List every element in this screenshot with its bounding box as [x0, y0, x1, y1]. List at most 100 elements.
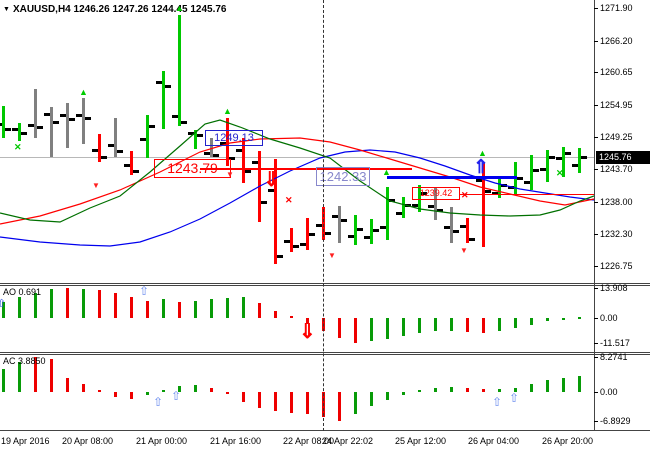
close-tick	[229, 157, 235, 160]
open-tick	[284, 240, 290, 243]
ohlc-bar	[98, 134, 101, 162]
oscillator-bar	[210, 299, 213, 318]
close-tick	[485, 190, 491, 193]
oscillator-bar	[242, 297, 245, 318]
ohlc-bar	[50, 107, 53, 157]
ohlc-bar	[34, 89, 37, 138]
main-price-panel[interactable]	[0, 0, 594, 283]
time-axis-label: 26 Apr 04:00	[468, 436, 520, 446]
ohlc-bar	[162, 71, 165, 129]
ohlc-bar	[418, 185, 421, 212]
open-tick	[428, 205, 434, 208]
close-tick	[5, 128, 11, 131]
close-tick	[293, 245, 299, 248]
time-axis-label: 26 Apr 20:00	[542, 436, 594, 446]
ohlc-bar	[274, 159, 277, 264]
close-tick	[421, 192, 427, 195]
oscillator-bar	[178, 302, 181, 318]
oscillator-bar	[322, 318, 325, 331]
symbol-period-label: XAUUSD,H4	[12, 4, 71, 15]
ohlc-bar	[66, 103, 69, 148]
panel-separator	[0, 285, 650, 286]
oscillator-bar	[194, 301, 197, 318]
ohlc-bar	[114, 118, 117, 157]
alligator-jaw-line	[0, 149, 594, 247]
ao-indicator-panel[interactable]	[0, 286, 594, 352]
level-line[interactable]	[200, 168, 412, 170]
oscillator-bar	[66, 288, 69, 318]
ohlc-high: 1247.26	[112, 4, 149, 15]
ohlc-open: 1246.26	[73, 4, 110, 15]
ohlc-bar	[386, 187, 389, 240]
oscillator-bar	[418, 390, 421, 392]
ohlc-bar	[226, 118, 229, 166]
time-axis-label: 20 Apr 08:00	[62, 436, 114, 446]
oscillator-bar	[306, 318, 309, 324]
oscillator-bar	[34, 357, 37, 392]
panel-separator[interactable]	[0, 352, 650, 353]
level-line[interactable]	[387, 176, 517, 179]
open-tick	[492, 192, 498, 195]
oscillator-bar	[450, 318, 453, 331]
oscillator-bar	[2, 369, 5, 392]
oscillator-bar	[402, 392, 405, 395]
ac-indicator-panel[interactable]	[0, 355, 594, 430]
oscillator-bar	[194, 385, 197, 392]
current-price-line	[0, 157, 594, 158]
oscillator-bar	[290, 392, 293, 413]
oscillator-bar	[114, 392, 117, 397]
axis-tick-label: 1249.25	[600, 132, 633, 142]
open-tick	[300, 243, 306, 246]
open-tick	[140, 138, 146, 141]
panel-separator[interactable]	[0, 283, 650, 284]
ohlc-bar	[578, 148, 581, 173]
oscillator-bar	[34, 293, 37, 318]
oscillator-bar	[578, 317, 581, 319]
oscillator-bar	[82, 289, 85, 318]
oscillator-bar	[386, 392, 389, 400]
symbol-dropdown-icon[interactable]: ▼	[3, 6, 10, 13]
close-tick	[37, 126, 43, 129]
ohlc-bar	[402, 197, 405, 218]
close-tick	[117, 150, 123, 153]
close-tick	[133, 170, 139, 173]
oscillator-bar	[226, 392, 229, 394]
axis-tick-label: 1243.70	[600, 164, 633, 174]
close-tick	[357, 228, 363, 231]
axis-tick-label: -6.8929	[600, 416, 631, 426]
oscillator-bar	[498, 389, 501, 392]
open-tick	[412, 204, 418, 207]
level-line[interactable]	[459, 194, 594, 195]
oscillator-bar	[130, 392, 133, 399]
oscillator-bar	[418, 318, 421, 333]
ohlc-bar	[498, 178, 501, 198]
oscillator-bar	[242, 392, 245, 402]
ohlc-bar	[370, 219, 373, 244]
oscillator-bar	[130, 297, 133, 318]
open-tick	[524, 181, 530, 184]
panel-separator	[0, 354, 650, 355]
alligator-teeth-line	[0, 137, 594, 225]
open-tick	[476, 179, 482, 182]
oscillator-bar	[66, 378, 69, 392]
ohlc-bar	[354, 215, 357, 245]
axis-tick-label: 1238.00	[600, 197, 633, 207]
open-tick	[156, 81, 162, 84]
open-tick	[124, 164, 130, 167]
open-tick	[12, 128, 18, 131]
oscillator-bar	[18, 297, 21, 318]
time-axis-label: 25 Apr 12:00	[395, 436, 447, 446]
ohlc-low: 1244.45	[151, 4, 188, 15]
open-tick	[556, 157, 562, 160]
oscillator-bar	[450, 387, 453, 392]
oscillator-bar	[274, 392, 277, 411]
oscillator-bar	[50, 289, 53, 318]
alligator-lips-line	[0, 119, 594, 223]
oscillator-bar	[114, 293, 117, 318]
time-axis-label: 22 Apr 08:00	[283, 436, 335, 446]
alligator-lines	[0, 119, 594, 247]
chart-header: ▼ XAUUSD,H4 1246.26 1247.26 1244.45 1245.…	[3, 4, 226, 15]
oscillator-bar	[354, 318, 357, 343]
ohlc-bar	[546, 150, 549, 182]
